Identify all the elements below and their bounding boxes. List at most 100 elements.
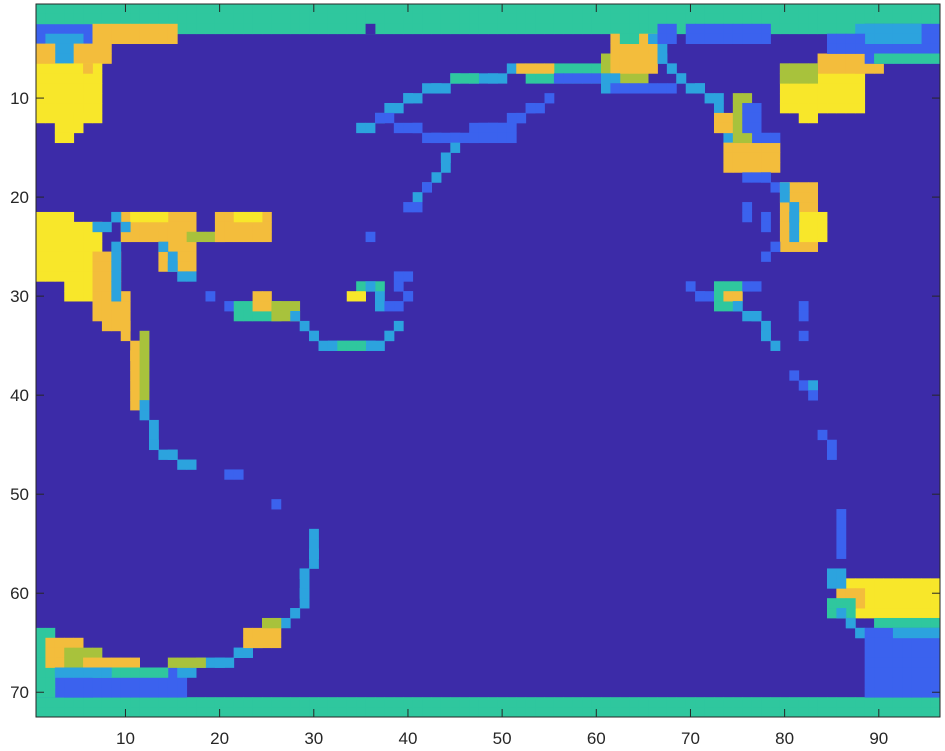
top-band (553, 4, 564, 15)
bottom-band (619, 697, 630, 708)
sw-landmass (149, 667, 159, 678)
top-band (544, 13, 555, 25)
sw-region (36, 637, 46, 649)
nw-region (167, 23, 178, 35)
bottom-band (553, 697, 564, 708)
top-band (845, 13, 856, 25)
bottom-band (855, 707, 866, 718)
bottom-band (808, 697, 818, 708)
nw-landmass (73, 93, 84, 104)
bottom-band (271, 707, 282, 718)
top-band (836, 4, 847, 15)
west-landmass (111, 320, 122, 332)
upper-arc (506, 112, 517, 124)
central-islands (393, 301, 404, 312)
east-chain (761, 172, 771, 183)
ne-landmass (827, 83, 837, 94)
nw-region (36, 23, 46, 35)
top-band (469, 23, 479, 35)
nw-landmass (54, 122, 65, 134)
top-band (648, 23, 658, 35)
top-band (243, 4, 253, 15)
bottom-band (384, 697, 395, 708)
bottom-band (243, 697, 253, 708)
east-islands (836, 538, 847, 550)
east-chain (751, 142, 762, 153)
nw-region (54, 23, 65, 35)
top-band (224, 23, 235, 35)
top-band (365, 4, 376, 15)
east-islands (836, 548, 847, 559)
ne-landmass (808, 63, 818, 74)
nw-region (101, 33, 112, 45)
ne-landmass (845, 93, 856, 104)
heatmap-cell-24 (827, 449, 837, 460)
east-islands (732, 301, 743, 312)
west-upper (243, 221, 253, 233)
bottom-band (911, 697, 922, 708)
nw-region (139, 23, 150, 35)
upper-arc (695, 83, 705, 94)
ne-region (892, 33, 903, 45)
ne-region (883, 33, 894, 45)
ne-landmass (789, 93, 800, 104)
se-region (911, 637, 922, 649)
south-arc (243, 647, 253, 658)
upper-arc (761, 23, 771, 35)
central-arc (243, 301, 253, 312)
top-band (412, 13, 423, 25)
nw-region (64, 43, 75, 54)
se-landmass (902, 598, 913, 609)
upper-arc (553, 73, 564, 84)
ne-landmass (845, 63, 856, 74)
upper-arc (544, 93, 555, 104)
top-band (252, 23, 263, 35)
top-band (770, 13, 781, 25)
east-chain (779, 231, 790, 243)
bottom-band (817, 697, 828, 708)
west-upper (167, 251, 178, 262)
se-landmass (874, 598, 884, 609)
top-band (827, 23, 837, 35)
bottom-band (309, 697, 319, 708)
central-islands (346, 291, 357, 302)
top-band (563, 13, 574, 25)
top-band (553, 13, 564, 25)
nw-landmass (54, 83, 65, 94)
top-band (403, 23, 414, 35)
bottom-band (64, 697, 75, 708)
nw-region (120, 13, 131, 25)
bottom-band (54, 707, 65, 718)
bottom-band (459, 697, 470, 708)
west-landmass (64, 271, 75, 282)
ne-landmass (808, 103, 818, 114)
central-islands (375, 291, 385, 302)
top-band (130, 4, 140, 15)
top-band (779, 13, 790, 25)
se-landmass (911, 588, 922, 599)
ne-landmass (855, 93, 866, 104)
se-region (892, 647, 903, 658)
bottom-band (469, 707, 479, 718)
sw-region (167, 667, 178, 678)
ne-region (864, 53, 875, 64)
west-chain (120, 330, 131, 342)
nw-landmass (83, 93, 93, 104)
top-band (732, 4, 743, 15)
bottom-band (544, 707, 555, 718)
x-tick-label: 30 (304, 729, 323, 748)
ne-region (845, 43, 856, 54)
west-upper (177, 271, 188, 282)
sw-region (101, 687, 112, 698)
north-peaks (619, 63, 630, 74)
west-landmass (54, 261, 65, 272)
top-band (403, 13, 414, 25)
upper-arc (450, 132, 461, 144)
north-peaks (619, 23, 630, 35)
east-chain (742, 132, 753, 144)
upper-arc (704, 33, 715, 45)
nw-region (92, 53, 103, 64)
y-tick-label: 20 (10, 188, 29, 207)
upper-arc (440, 162, 451, 173)
west-landmass (83, 291, 93, 302)
